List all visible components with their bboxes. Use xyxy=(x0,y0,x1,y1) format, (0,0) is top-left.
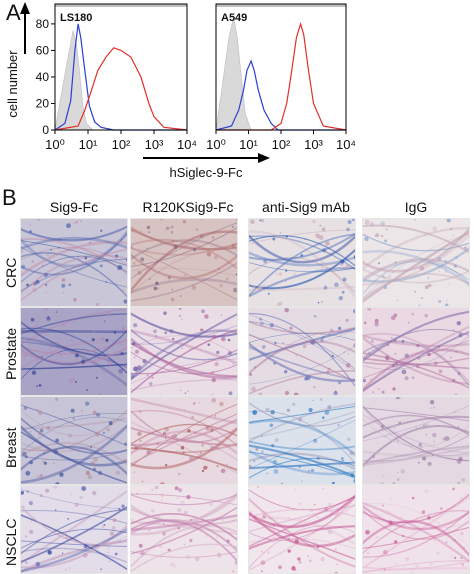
micrograph-prostate-igg xyxy=(362,307,470,396)
row-label-breast: Breast xyxy=(3,427,19,468)
y-axis-arrowhead xyxy=(20,2,30,14)
panel-a-letter: A xyxy=(6,0,21,25)
y-tick-label: 60 xyxy=(36,43,50,57)
row-label-crc: CRC xyxy=(3,257,19,288)
y-tick-label: 40 xyxy=(36,70,50,84)
y-tick-label: 80 xyxy=(36,17,50,31)
blue-histogram xyxy=(215,59,346,131)
red-histogram xyxy=(216,21,347,131)
micrograph-prostate-antisig9 xyxy=(248,307,356,396)
x-tick-label: 10² xyxy=(112,137,131,152)
column-header-antisig9: anti-Sig9 mAb xyxy=(262,199,350,215)
x-tick-label: 10³ xyxy=(304,137,323,152)
micrograph-nsclc-antisig9 xyxy=(248,485,356,574)
x-tick-label: 10¹ xyxy=(239,137,258,152)
micrograph-prostate-r120k xyxy=(130,307,238,396)
micrograph-nsclc-igg xyxy=(362,485,470,574)
micrograph-nsclc-r120k xyxy=(130,485,238,574)
isotype-histogram xyxy=(54,30,94,131)
column-header-sig9fc: Sig9-Fc xyxy=(49,199,99,215)
micrograph-nsclc-sig9fc xyxy=(20,485,128,574)
panel-b-letter: B xyxy=(2,185,17,210)
isotype-histogram xyxy=(215,17,252,131)
plot-top-band xyxy=(216,4,346,7)
micrograph-prostate-sig9fc xyxy=(20,307,128,396)
plot-title: A549 xyxy=(221,12,247,24)
red-histogram xyxy=(54,47,188,131)
row-label-nsclc: NSCLC xyxy=(3,518,19,566)
x-tick-label: 10⁰ xyxy=(206,137,226,152)
column-header-r120k: R120KSig9-Fc xyxy=(142,199,234,215)
column-header-igg: IgG xyxy=(404,199,428,215)
micrograph-breast-sig9fc xyxy=(20,396,128,485)
x-tick-label: 10⁴ xyxy=(177,137,197,152)
x-tick-label: 10⁰ xyxy=(45,137,65,152)
x-tick-label: 10³ xyxy=(145,137,164,152)
micrograph-crc-antisig9 xyxy=(248,218,356,307)
micrograph-crc-r120k xyxy=(130,218,238,307)
row-label-prostate: Prostate xyxy=(3,327,19,380)
blue-histogram xyxy=(54,23,187,131)
panel-a-histograms: 10⁰ 10¹ 10² 10³ 10⁴ 0 20 40 60 80 cell number LS180… xyxy=(5,2,356,180)
x-tick-label: 10² xyxy=(272,137,291,152)
x-axis-label: hSiglec-9-Fc xyxy=(170,165,243,180)
micrograph-breast-antisig9 xyxy=(248,396,356,485)
micrograph-breast-r120k xyxy=(130,396,238,485)
plot-title: LS180 xyxy=(60,12,92,24)
y-axis-label: cell number xyxy=(5,50,20,118)
y-tick-label: 0 xyxy=(42,123,49,137)
plot-top-band xyxy=(55,4,187,7)
y-tick-label: 20 xyxy=(36,96,50,110)
micrograph-breast-igg xyxy=(362,396,470,485)
micrograph-crc-igg xyxy=(362,218,470,307)
x-axis-arrowhead xyxy=(258,153,270,163)
x-tick-label: 10¹ xyxy=(79,137,98,152)
x-tick-label: 10⁴ xyxy=(336,137,356,152)
micrograph-crc-sig9fc xyxy=(20,218,128,307)
